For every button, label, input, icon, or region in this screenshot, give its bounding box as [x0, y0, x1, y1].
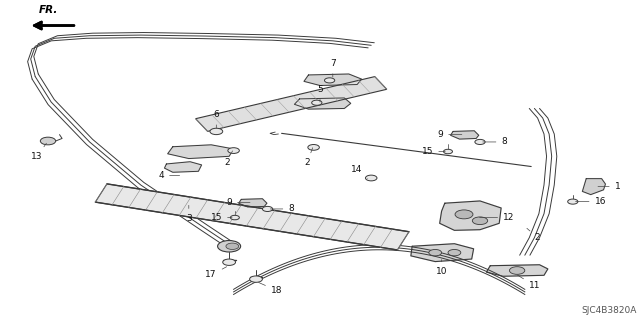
Text: 8: 8: [483, 137, 507, 146]
Circle shape: [218, 241, 241, 252]
Polygon shape: [239, 199, 267, 207]
Circle shape: [210, 128, 223, 135]
Circle shape: [429, 249, 442, 256]
Circle shape: [455, 210, 473, 219]
Polygon shape: [304, 74, 362, 85]
Text: 9: 9: [438, 130, 462, 139]
Polygon shape: [164, 162, 202, 172]
Circle shape: [365, 175, 377, 181]
Text: 12: 12: [479, 213, 515, 222]
Circle shape: [226, 243, 239, 249]
Text: 1: 1: [598, 182, 620, 191]
Circle shape: [262, 206, 273, 211]
Text: 18: 18: [259, 282, 282, 295]
Polygon shape: [582, 179, 605, 195]
Text: 15: 15: [422, 147, 445, 156]
Polygon shape: [168, 145, 234, 159]
Polygon shape: [486, 265, 548, 276]
Text: FR.: FR.: [38, 5, 58, 15]
Text: 4: 4: [159, 171, 180, 180]
Text: 2: 2: [305, 148, 313, 167]
Polygon shape: [411, 244, 474, 262]
Text: 6: 6: [214, 110, 219, 128]
Circle shape: [40, 137, 56, 145]
Text: 13: 13: [31, 143, 46, 161]
Text: 15: 15: [211, 213, 232, 222]
Circle shape: [324, 78, 335, 83]
Text: 11: 11: [518, 275, 540, 290]
Polygon shape: [440, 201, 501, 230]
Circle shape: [228, 148, 239, 153]
Circle shape: [509, 267, 525, 274]
Polygon shape: [451, 131, 479, 139]
Text: 17: 17: [205, 267, 227, 279]
Circle shape: [308, 145, 319, 150]
Circle shape: [250, 276, 262, 282]
Polygon shape: [95, 184, 409, 250]
Circle shape: [475, 139, 485, 145]
Circle shape: [448, 249, 461, 256]
Text: 2: 2: [527, 228, 540, 242]
Polygon shape: [196, 77, 387, 131]
Text: SJC4B3820A: SJC4B3820A: [581, 306, 637, 315]
Text: 7: 7: [330, 59, 335, 77]
Circle shape: [312, 100, 322, 105]
Text: 10: 10: [436, 260, 447, 276]
Circle shape: [444, 149, 452, 154]
Text: 2: 2: [225, 151, 232, 167]
Polygon shape: [294, 98, 351, 109]
Text: 8: 8: [270, 204, 294, 213]
Text: 5: 5: [317, 85, 323, 102]
Circle shape: [568, 199, 578, 204]
Circle shape: [223, 259, 236, 265]
Text: 3: 3: [186, 205, 191, 223]
Circle shape: [472, 217, 488, 225]
Text: 14: 14: [351, 165, 368, 178]
Circle shape: [230, 215, 239, 220]
Text: 9: 9: [227, 198, 250, 207]
Text: 16: 16: [575, 197, 606, 206]
